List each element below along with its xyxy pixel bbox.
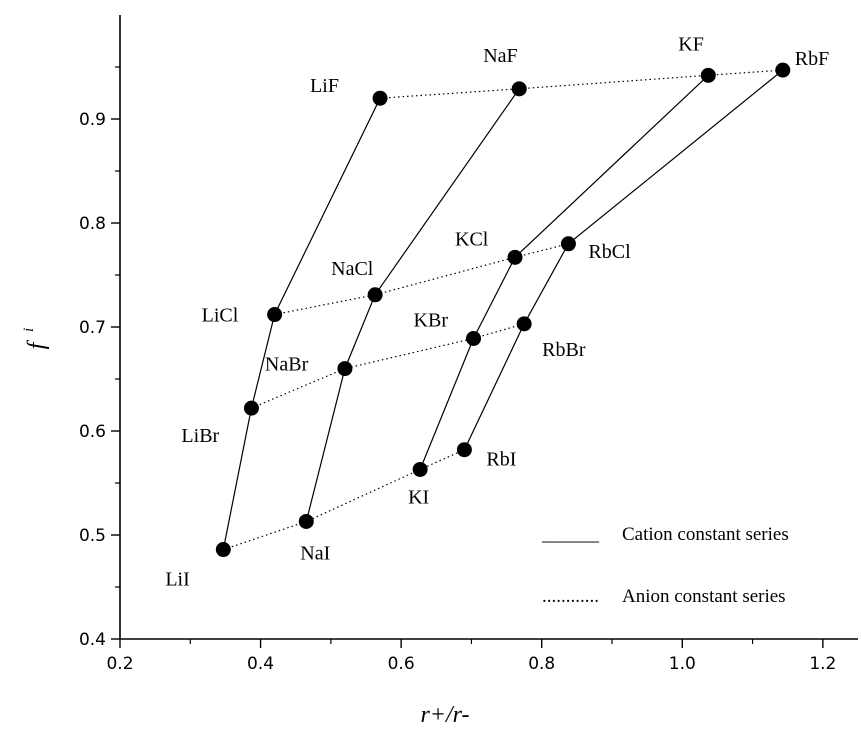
legend: ______ Cation constant series ..........…	[541, 524, 789, 607]
cation-series-line	[419, 74, 709, 470]
x-tick-label: 1.0	[669, 654, 696, 674]
x-tick-label: 1.2	[809, 654, 836, 674]
data-point-kbr	[466, 330, 482, 346]
cation-series-line	[222, 97, 381, 550]
y-axis-title: f	[24, 339, 50, 349]
point-label-rbcl: RbCl	[588, 241, 631, 263]
point-label-libr: LiBr	[181, 425, 219, 447]
data-point-rbcl	[560, 236, 576, 252]
point-labels: LiF LiCl LiBr LiI NaF NaCl NaBr NaI KF KCl KBr KI Rb…	[165, 33, 829, 590]
x-tick-label: 0.6	[388, 654, 415, 674]
data-point-nacl	[367, 287, 383, 303]
data-point-rbf	[775, 62, 791, 78]
series-lines	[222, 69, 784, 551]
axes: 0.2 0.4 0.6 0.8 1.0 1.20.40.50.60.70.80.9	[79, 15, 858, 674]
data-point-nai	[298, 513, 314, 529]
point-label-lif: LiF	[310, 75, 339, 97]
cation-series-line	[463, 69, 784, 450]
cation-series-line	[305, 88, 520, 522]
point-label-rbf: RbF	[795, 48, 829, 70]
data-point-libr	[243, 400, 259, 416]
x-axis-title: r+/r-	[420, 702, 469, 728]
data-point-rbbr	[516, 316, 532, 332]
y-axis-title-group: f i	[21, 328, 50, 350]
data-point-rbi	[456, 442, 472, 458]
data-point-naf	[511, 81, 527, 97]
point-label-rbbr: RbBr	[542, 339, 586, 361]
point-label-kcl: KCl	[455, 228, 489, 250]
anion-series-line	[251, 323, 525, 409]
data-point-lii	[215, 542, 231, 558]
point-label-licl: LiCl	[202, 305, 239, 327]
point-label-kf: KF	[678, 33, 704, 55]
point-label-lii: LiI	[165, 569, 189, 591]
x-tick-label: 0.4	[247, 654, 274, 674]
legend-dotted-sample: ............	[542, 586, 599, 607]
data-point-nabr	[337, 361, 353, 377]
data-point-lif	[372, 90, 388, 106]
y-tick-label: 0.5	[79, 526, 106, 546]
legend-cation-label: Cation constant series	[622, 524, 789, 545]
y-tick-label: 0.8	[79, 214, 106, 234]
y-tick-label: 0.6	[79, 422, 106, 442]
x-tick-label: 0.8	[528, 654, 555, 674]
y-tick-label: 0.4	[79, 630, 106, 650]
y-tick-label: 0.7	[79, 318, 106, 338]
point-label-ki: KI	[408, 486, 429, 508]
data-point-ki	[412, 461, 428, 477]
point-label-nacl: NaCl	[331, 258, 374, 280]
y-tick-label: 0.9	[79, 110, 106, 130]
x-tick-label: 0.2	[106, 654, 133, 674]
data-point-licl	[267, 307, 283, 323]
data-points	[215, 62, 791, 558]
data-point-kcl	[507, 249, 523, 265]
point-label-naf: NaF	[483, 45, 517, 67]
anion-series-line	[380, 69, 783, 99]
legend-solid-sample: ______	[541, 524, 600, 545]
point-label-kbr: KBr	[414, 309, 449, 331]
legend-anion-label: Anion constant series	[622, 586, 786, 607]
point-label-rbi: RbI	[486, 449, 516, 471]
point-label-nai: NaI	[300, 542, 330, 564]
anion-series-line	[274, 243, 569, 316]
data-point-kf	[700, 67, 716, 83]
y-axis-title-superscript: i	[21, 328, 37, 332]
point-label-nabr: NaBr	[265, 354, 309, 376]
